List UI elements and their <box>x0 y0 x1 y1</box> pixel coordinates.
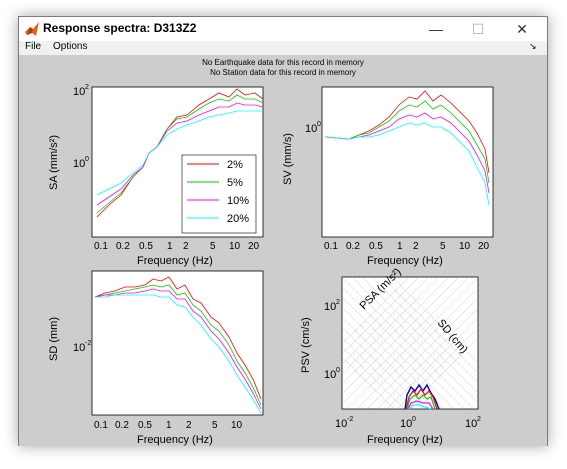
sv-xticks: 0.1 0.2 0.5 1 2 5 10 20 <box>324 241 490 252</box>
window-title: Response spectra: D313Z2 <box>43 21 197 35</box>
sa-ytick-0: 10 <box>73 86 85 98</box>
psv-ytick-1: 10 <box>324 369 336 381</box>
svg-text:2: 2 <box>186 420 192 431</box>
svg-text:1: 1 <box>167 241 173 252</box>
earthquake-message: No Earthquake data for this record in me… <box>202 58 364 67</box>
psv-ytick-exp-0: 2 <box>336 299 340 306</box>
sv-ylabel: SV (mm/s) <box>282 133 294 185</box>
svg-text:2: 2 <box>183 241 189 252</box>
sa-plot: 2% 5% 10% 20% 10 2 10 0 0.1 0.2 0.5 1 2 … <box>48 84 264 267</box>
legend-label-5: 5% <box>227 177 243 189</box>
menu-options[interactable]: Options <box>53 41 88 52</box>
dock-icon[interactable]: ↘ <box>529 41 537 51</box>
sv-curves <box>324 90 490 206</box>
svg-text:2: 2 <box>413 241 419 252</box>
psv-xtick-2: 10 <box>465 418 477 430</box>
sa-ytick-exp-0: 2 <box>85 84 89 91</box>
plots-svg: 2% 5% 10% 20% 10 2 10 0 0.1 0.2 0.5 1 2 … <box>48 84 494 446</box>
legend-label-20: 20% <box>227 213 249 225</box>
title-bar[interactable]: Response spectra: D313Z2 — ☐ ✕ <box>19 17 547 41</box>
svg-text:0.5: 0.5 <box>138 420 152 431</box>
svg-text:5: 5 <box>440 241 446 252</box>
maximize-button[interactable]: ☐ <box>459 17 497 41</box>
minimize-icon: — <box>429 21 443 37</box>
svg-text:1: 1 <box>166 420 172 431</box>
sd-ytick-exp-0: -2 <box>85 340 91 347</box>
psv-ytick-0: 10 <box>324 301 336 313</box>
minimize-button[interactable]: — <box>417 17 455 41</box>
menu-file[interactable]: File <box>25 41 42 52</box>
sv-plot: 10 0 0.1 0.2 0.5 1 2 5 10 20 Frequency (… <box>282 86 494 267</box>
psv-grid <box>342 277 478 409</box>
psv-xlabel: Frequency (Hz) <box>367 434 443 446</box>
matlab-icon <box>25 22 39 36</box>
svg-text:10: 10 <box>459 241 471 252</box>
sd-curves <box>94 276 262 414</box>
svg-text:20: 20 <box>478 241 490 252</box>
legend-label-10: 10% <box>227 195 249 207</box>
psv-ytick-exp-1: 0 <box>336 367 340 374</box>
svg-text:0.1: 0.1 <box>324 241 338 252</box>
svg-text:0.2: 0.2 <box>116 241 130 252</box>
psv-xtick-0: 10 <box>335 418 347 430</box>
sv-ytick-0: 10 <box>305 123 317 135</box>
psv-axes[interactable] <box>341 276 479 410</box>
psv-ylabel: PSV (cm/s) <box>300 317 312 373</box>
station-message: No Station data for this record in memor… <box>210 68 356 77</box>
sd-xlabel: Frequency (Hz) <box>137 434 213 446</box>
svg-text:0.1: 0.1 <box>94 241 108 252</box>
svg-text:0.2: 0.2 <box>115 420 129 431</box>
svg-text:10: 10 <box>229 241 241 252</box>
psv-xtick-1: 10 <box>400 418 412 430</box>
close-icon: ✕ <box>516 21 528 37</box>
figure-canvas: No Earthquake data for this record in me… <box>19 55 547 446</box>
menu-bar: File Options ↘ <box>19 41 547 55</box>
svg-text:0.5: 0.5 <box>139 241 153 252</box>
maximize-icon: ☐ <box>471 21 485 37</box>
psv-plot: PSA (m/s²) SD (cm) 10 2 10 0 10 -2 10 0 … <box>300 266 481 446</box>
psv-xtick-exp-0: -2 <box>347 416 353 423</box>
svg-text:20: 20 <box>248 241 260 252</box>
psv-curves <box>404 383 440 410</box>
psv-xtick-exp-2: 2 <box>477 416 481 423</box>
sa-xticks: 0.1 0.2 0.5 1 2 5 10 20 <box>94 241 260 252</box>
close-button[interactable]: ✕ <box>503 17 541 41</box>
svg-text:0.5: 0.5 <box>369 241 383 252</box>
svg-text:0.1: 0.1 <box>94 420 108 431</box>
svg-text:0.2: 0.2 <box>346 241 360 252</box>
sa-ytick-exp-1: 0 <box>85 156 89 163</box>
sd-ytick-0: 10 <box>73 342 85 354</box>
sd-ylabel: SD (mm) <box>48 317 60 361</box>
svg-text:1: 1 <box>397 241 403 252</box>
sd-xticks: 0.1 0.2 0.5 1 2 5 10 <box>94 420 243 431</box>
sd-plot: 10 -2 0.1 0.2 0.5 1 2 5 10 Frequency (Hz… <box>48 270 264 446</box>
sa-ytick-1: 10 <box>73 158 85 170</box>
sv-axes[interactable] <box>321 86 494 238</box>
psv-xtick-exp-1: 0 <box>412 416 416 423</box>
sv-ytick-exp-0: 0 <box>317 121 321 128</box>
svg-text:10: 10 <box>231 420 243 431</box>
legend-label-2: 2% <box>227 159 243 171</box>
response-spectra-window: Response spectra: D313Z2 — ☐ ✕ File Opti… <box>18 16 548 446</box>
sa-xlabel: Frequency (Hz) <box>137 255 213 267</box>
sa-ylabel: SA (mm/s²) <box>48 135 60 190</box>
svg-text:5: 5 <box>210 241 216 252</box>
sa-curves <box>96 88 264 218</box>
sv-xlabel: Frequency (Hz) <box>367 255 443 267</box>
svg-text:5: 5 <box>212 420 218 431</box>
sa-legend[interactable]: 2% 5% 10% 20% <box>181 154 257 234</box>
